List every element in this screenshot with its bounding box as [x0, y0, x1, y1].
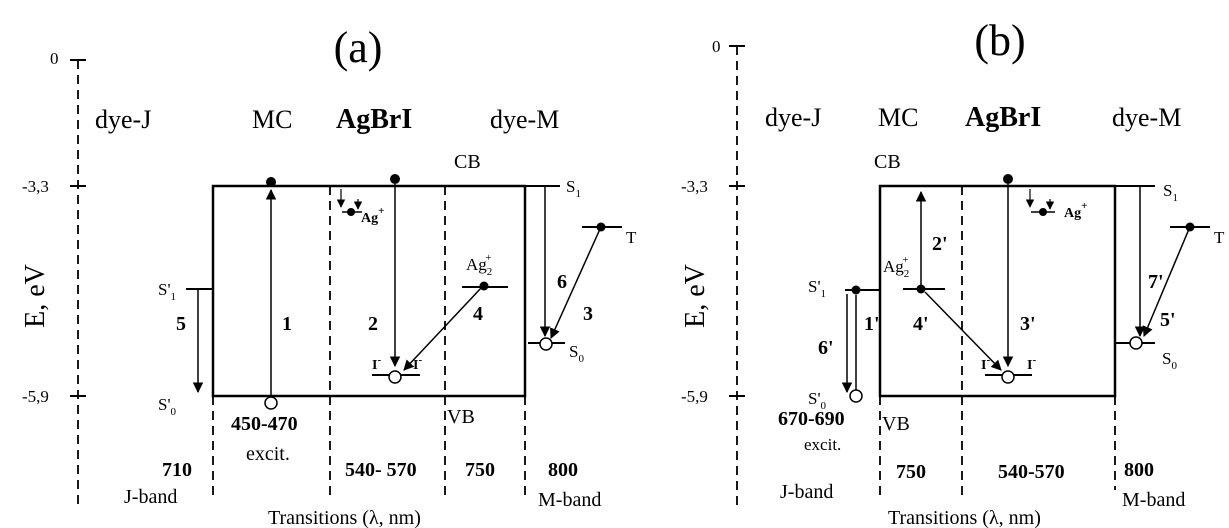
wavelength-710-a: 710 — [162, 459, 192, 481]
j-band-label-b: J-band — [780, 481, 833, 503]
electron-dot-2-a — [390, 174, 400, 184]
transition-1-label-a: 1 — [282, 313, 292, 335]
panel-a: 0 -3,3 -5,9 E, eV (a) dye-J MC AgBrI dye… — [20, 23, 637, 528]
transition-2-label-a: 2 — [368, 313, 378, 335]
transition-3-label-a: 3 — [583, 303, 593, 325]
electron-dot-3p-b — [1003, 174, 1013, 184]
t-dot-b — [1185, 222, 1195, 232]
electron-dot-1-a — [266, 177, 276, 187]
iodide-hole-b — [1001, 370, 1015, 384]
transition-2p-label-b: 2' — [932, 233, 948, 255]
transition-6p-label-b: 6' — [818, 337, 834, 359]
tick-label-0-b: 0 — [712, 37, 721, 56]
cb-label-a: CB — [454, 151, 481, 173]
iodide-left-label-b: I- — [981, 354, 990, 373]
tick-label-33-a: -3,3 — [22, 177, 49, 196]
ag2-label-b: Ag2+ — [883, 254, 909, 280]
excit-label-a: excit. — [246, 443, 290, 465]
y-axis-label-b: E, eV — [680, 264, 711, 328]
tick-label-0-a: 0 — [50, 49, 59, 68]
wavelength-800-b: 800 — [1124, 459, 1154, 481]
s1p-dot-b — [851, 285, 861, 295]
wavelength-750-b: 750 — [896, 461, 926, 483]
excit-label-b: excit. — [804, 435, 841, 454]
wavelength-800-a: 800 — [548, 459, 578, 481]
t-label-b: T — [1214, 228, 1225, 247]
panel-title-b: (b) — [974, 16, 1025, 65]
m-band-label-b: M-band — [1122, 489, 1185, 511]
excit-range-a: 450-470 — [231, 413, 298, 435]
s1p-label-b: S'1 — [808, 277, 826, 300]
t-label-a: T — [626, 228, 637, 247]
s0-hole-b — [1129, 336, 1143, 350]
panel-b: 0 -3,3 -5,9 E, eV (b) dye-J MC AgBrI dye… — [680, 16, 1225, 528]
transition-5p-arrow-b — [1142, 228, 1190, 337]
header-dye-m-b: dye-M — [1112, 103, 1181, 132]
s1-label-a: S1 — [566, 177, 581, 200]
header-agbri-b: AgBrI — [965, 102, 1041, 133]
cb-label-b: CB — [874, 151, 901, 173]
header-agbri-a: AgBrI — [336, 104, 412, 135]
wavelength-540-570-a: 540- 570 — [345, 459, 417, 481]
header-dye-m-a: dye-M — [490, 105, 559, 134]
transition-6-label-a: 6 — [557, 271, 567, 293]
iodide-right-label-a: I- — [413, 354, 422, 373]
tick-label-59-a: -5,9 — [22, 387, 49, 406]
header-mc-a: MC — [252, 105, 292, 134]
t-dot-a — [596, 222, 606, 232]
band-box-a — [211, 184, 527, 398]
tick-label-59-b: -5,9 — [681, 387, 708, 406]
ag-label-a: Ag+ — [361, 205, 384, 226]
s0-label-b: S0 — [1162, 349, 1177, 372]
transition-4p-arrow-b — [924, 291, 1002, 371]
s0p-label-a: S'0 — [158, 395, 177, 418]
ag-label-b: Ag+ — [1064, 200, 1087, 221]
wavelength-750-a: 750 — [465, 459, 495, 481]
j-band-label-a: J-band — [124, 486, 177, 508]
header-dye-j-b: dye-J — [765, 103, 821, 132]
excit-range-b: 670-690 — [778, 408, 845, 430]
x-axis-label-b: Transitions (λ, nm) — [888, 507, 1041, 528]
transition-3-arrow-a — [550, 228, 601, 339]
ag-dot-b — [1039, 208, 1047, 216]
vb-label-b: VB — [882, 413, 910, 435]
y-axis-label-a: E, eV — [20, 264, 51, 328]
transition-5-label-a: 5 — [176, 313, 186, 335]
wavelength-540-570-b: 540-570 — [998, 461, 1065, 483]
s0-label-a: S0 — [569, 342, 584, 365]
s0-hole-a — [539, 337, 553, 351]
ag-dot-a — [347, 208, 355, 216]
s0p-label-b: S'0 — [808, 389, 827, 412]
transition-3p-label-b: 3' — [1020, 313, 1036, 335]
iodide-right-label-b: I- — [1027, 354, 1036, 373]
transition-4-label-a: 4 — [473, 303, 483, 325]
m-band-label-a: M-band — [538, 489, 601, 511]
hole-dot-1-a — [264, 396, 278, 410]
transition-7p-label-b: 7' — [1148, 271, 1164, 293]
transition-1p-label-b: 1' — [864, 313, 880, 335]
transition-5p-label-b: 5' — [1160, 309, 1176, 331]
vb-label-a: VB — [447, 406, 475, 428]
s1-label-b: S1 — [1163, 181, 1178, 204]
x-axis-label-a: Transitions (λ, nm) — [268, 507, 421, 528]
iodide-left-label-a: I- — [372, 354, 381, 373]
ag2-dot-b — [916, 284, 926, 294]
ag2-label-a: Ag2+ — [466, 252, 492, 278]
tick-label-33-b: -3,3 — [681, 177, 708, 196]
s1p-label-a: S'1 — [158, 280, 176, 303]
s0p-hole-b — [849, 389, 863, 403]
transition-4-arrow-a — [403, 286, 483, 371]
iodide-hole-a — [388, 370, 402, 384]
header-mc-b: MC — [878, 103, 918, 132]
transition-4p-label-b: 4' — [913, 313, 929, 335]
header-dye-j-a: dye-J — [95, 105, 151, 134]
panel-title-a: (a) — [334, 23, 383, 72]
